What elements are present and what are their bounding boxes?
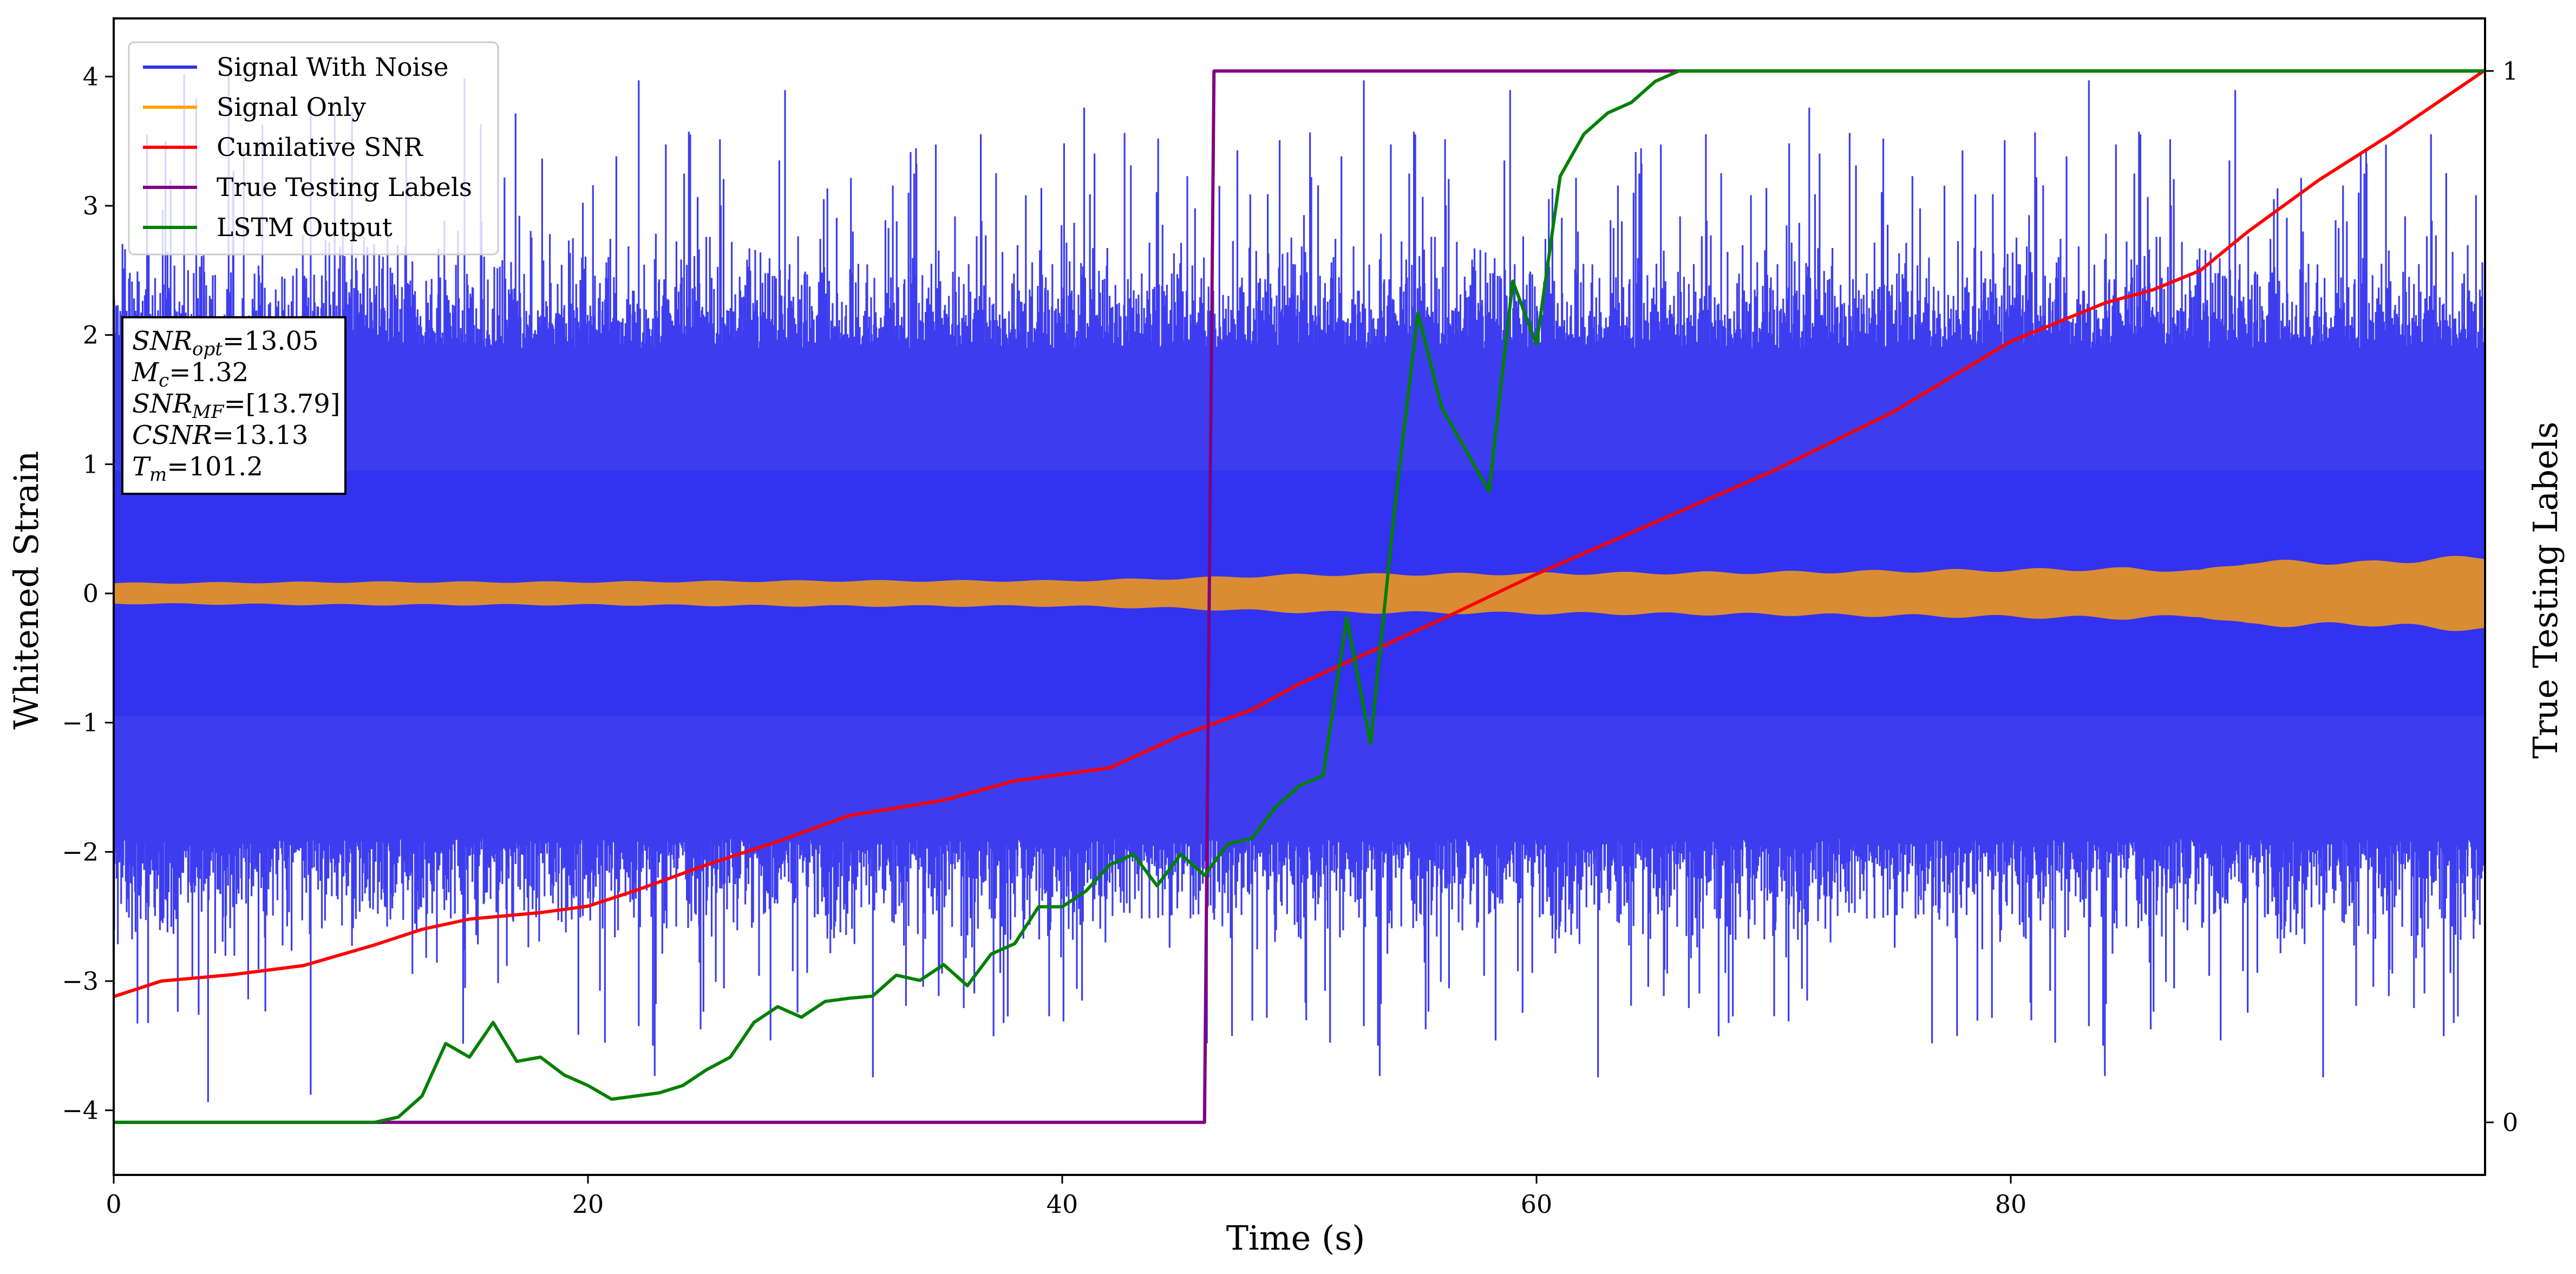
y-tick-label: −4 bbox=[62, 1096, 99, 1125]
info-subscript: c bbox=[159, 370, 169, 391]
info-value: =[13.79] bbox=[224, 389, 340, 419]
x-tick-label: 40 bbox=[1047, 1190, 1078, 1219]
x-axis-label: Time (s) bbox=[1226, 1218, 1365, 1258]
y-axis-label-right: True Testing Labels bbox=[2526, 422, 2565, 759]
x-tick-label: 80 bbox=[1995, 1190, 2027, 1219]
y-tick-label: 3 bbox=[83, 191, 99, 220]
y-tick-label: 2 bbox=[83, 321, 99, 350]
y-tick-label: 0 bbox=[83, 579, 99, 608]
info-line: SNRMF=[13.79] bbox=[132, 389, 341, 423]
y-tick-label: 1 bbox=[83, 449, 99, 479]
legend-label: True Testing Labels bbox=[217, 173, 472, 202]
info-subscript: opt bbox=[192, 338, 223, 360]
legend-label: Signal Only bbox=[217, 93, 366, 122]
series-lstm-output bbox=[114, 69, 2485, 1124]
info-value: =1.32 bbox=[169, 357, 249, 388]
info-box: SNRopt=13.05Mc=1.32SNRMF=[13.79]CSNR=13.… bbox=[121, 316, 346, 495]
y-tick-label: −1 bbox=[62, 708, 99, 737]
y-tick-label: 4 bbox=[83, 62, 99, 91]
info-line: Mc=1.32 bbox=[132, 357, 249, 391]
x-tick-label: 0 bbox=[106, 1190, 121, 1219]
x-tick-label: 20 bbox=[572, 1190, 604, 1219]
info-line: CSNR=13.13 bbox=[132, 420, 308, 450]
info-value: =101.2 bbox=[167, 452, 263, 482]
legend-box bbox=[128, 41, 499, 256]
legend: Signal With Noise Signal Only Cumilative S… bbox=[128, 41, 499, 256]
y-right-tick-label: 0 bbox=[2502, 1108, 2518, 1137]
info-symbol: SNR bbox=[132, 326, 192, 356]
info-symbol: T bbox=[132, 452, 151, 482]
info-symbol: M bbox=[132, 357, 160, 388]
series-cumulative-snr bbox=[114, 69, 2485, 998]
info-line: Tm=101.2 bbox=[132, 452, 263, 486]
info-symbol: SNR bbox=[132, 389, 192, 419]
series-signal-only bbox=[114, 556, 2485, 631]
legend-label: LSTM Output bbox=[217, 213, 393, 243]
plot-frame bbox=[113, 17, 2486, 1176]
info-line: SNRopt=13.05 bbox=[132, 326, 319, 360]
x-tick-label: 60 bbox=[1521, 1190, 1553, 1219]
info-value: =13.13 bbox=[212, 420, 309, 450]
y-tick-label: −2 bbox=[62, 837, 99, 866]
info-box-frame bbox=[121, 316, 346, 495]
info-subscript: MF bbox=[192, 401, 225, 423]
info-symbol: CSNR bbox=[132, 420, 212, 450]
info-subscript: m bbox=[149, 464, 167, 486]
legend-label: Signal With Noise bbox=[217, 53, 449, 82]
y-right-tick-label: 1 bbox=[2502, 56, 2518, 86]
y-tick-label: −3 bbox=[62, 966, 99, 996]
plot-area bbox=[114, 69, 2485, 1124]
y-axis-label-left: Whitened Strain bbox=[6, 451, 46, 730]
legend-label: Cumilative SNR bbox=[217, 133, 423, 162]
signal-envelope bbox=[114, 556, 2485, 631]
info-value: =13.05 bbox=[223, 326, 319, 356]
